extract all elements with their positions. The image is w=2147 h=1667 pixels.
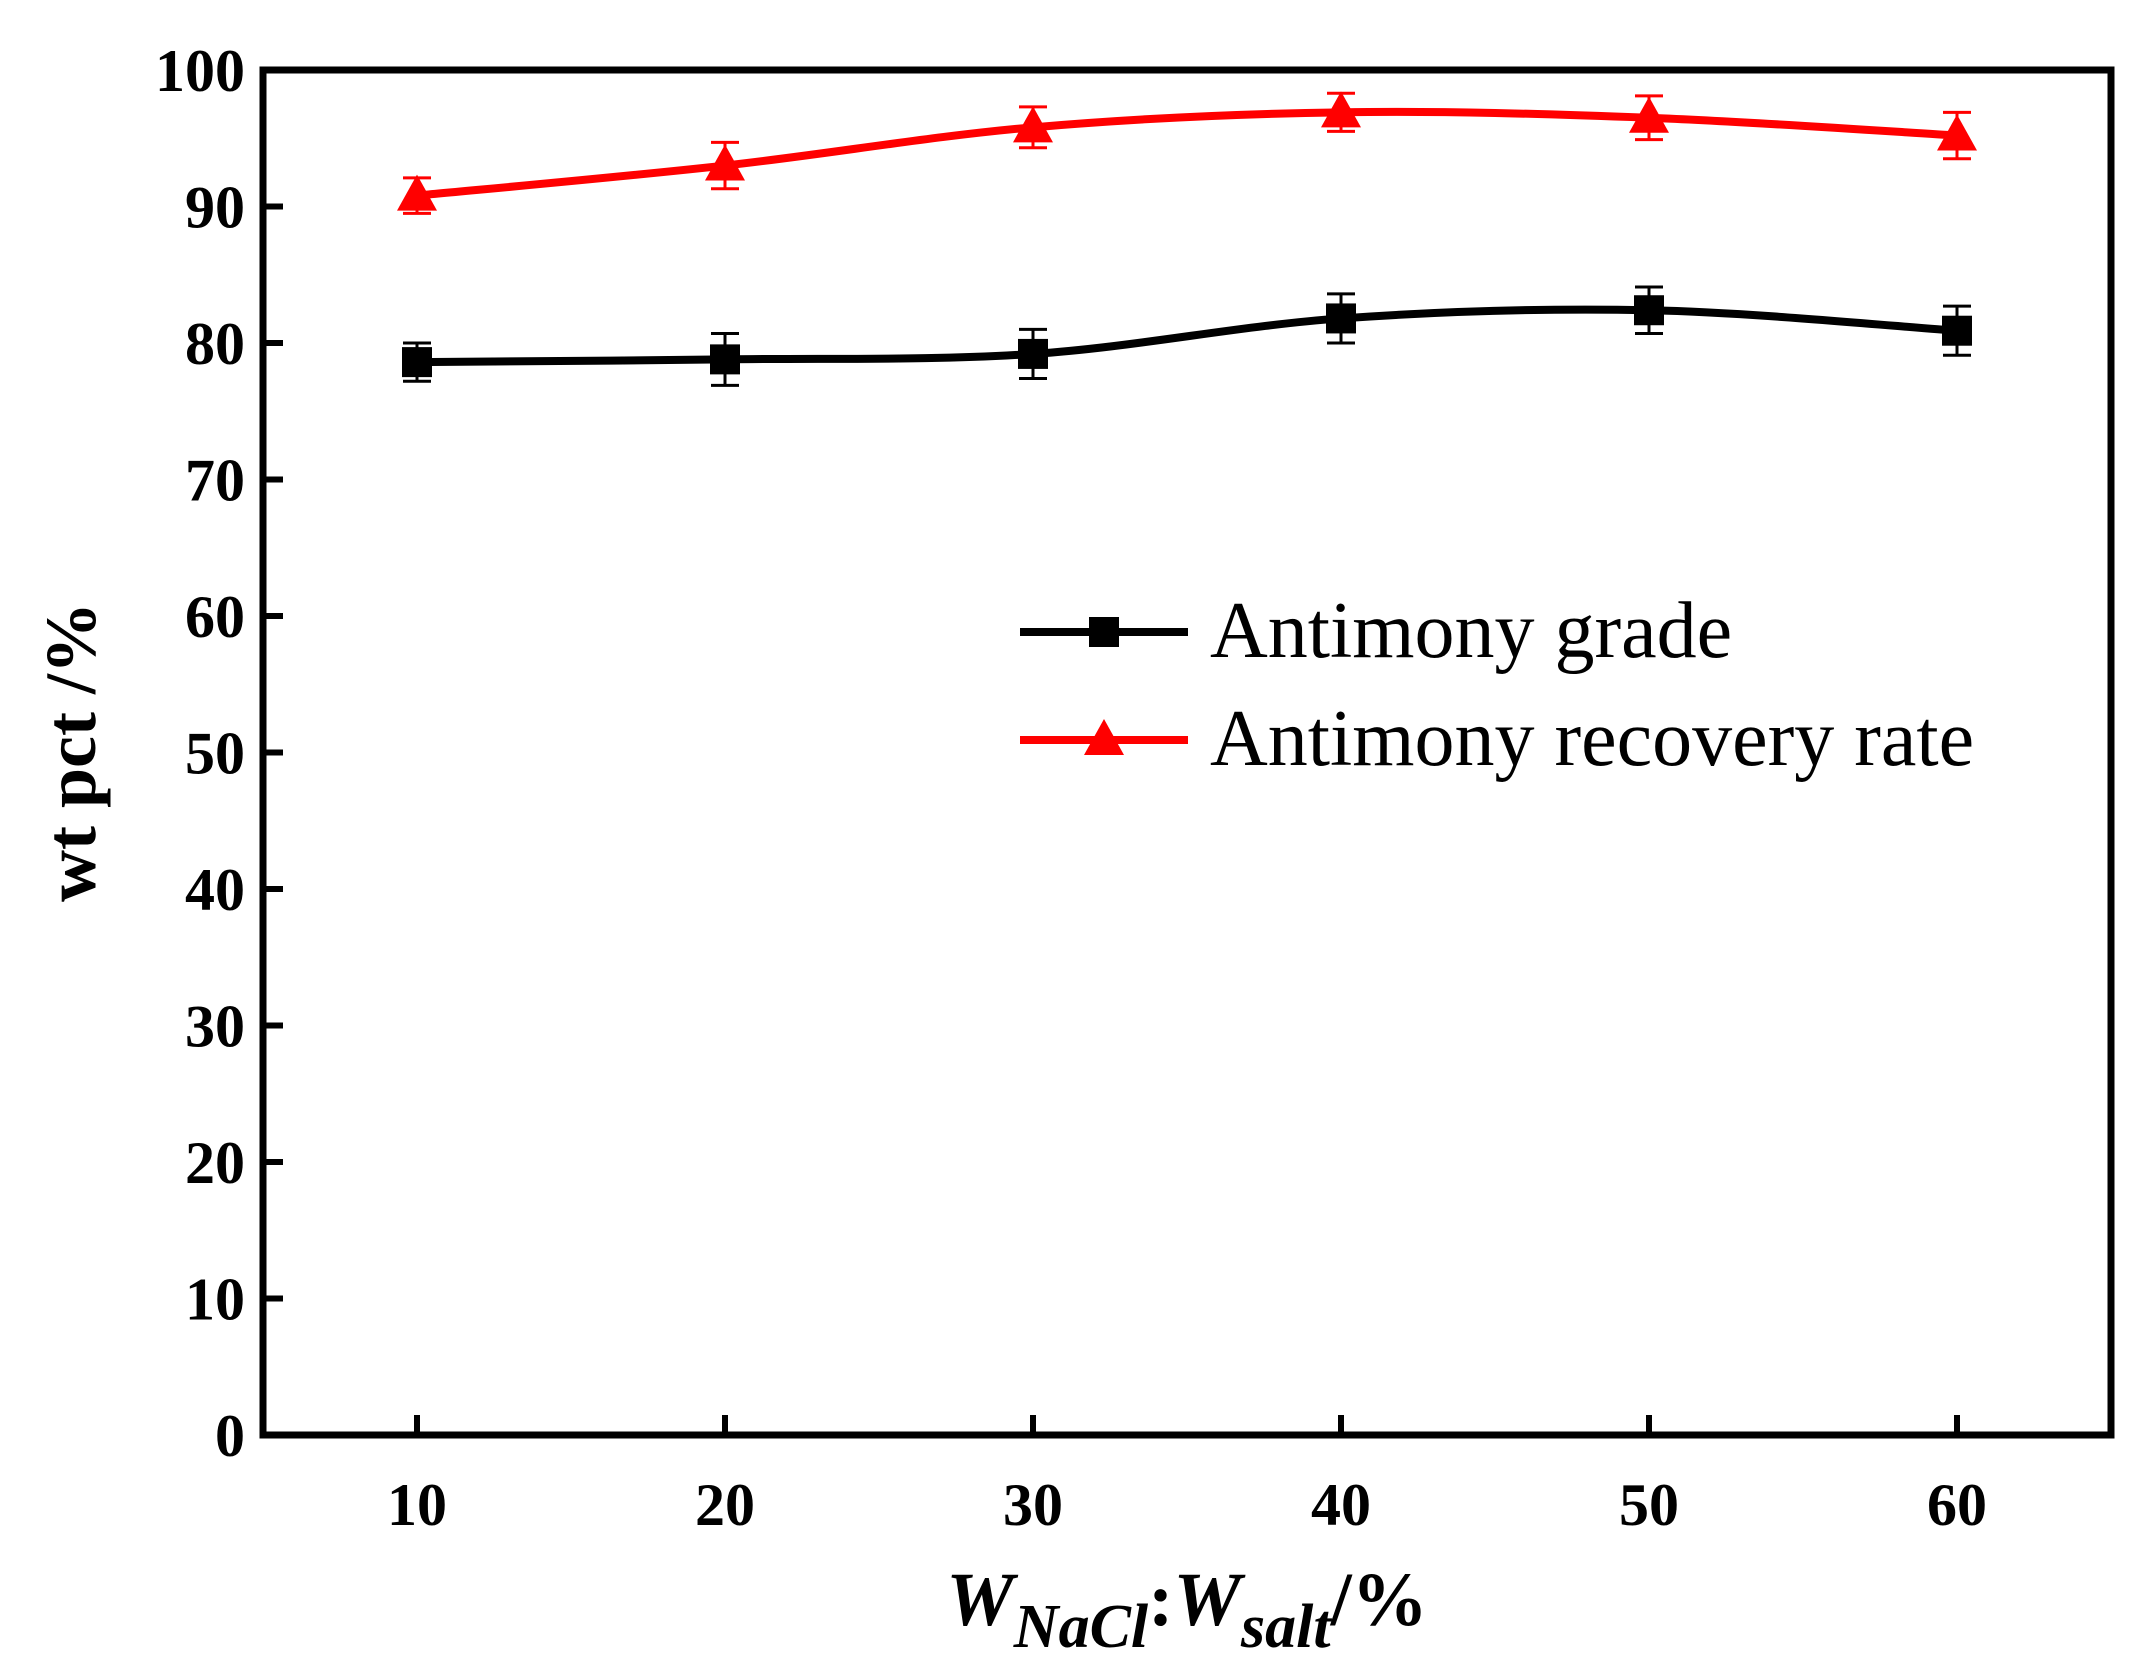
legend-item-recovery: Antimony recovery rate <box>1020 695 1974 783</box>
x-axis-title-sub2: salt <box>1240 1593 1332 1661</box>
series-1-point-0 <box>397 174 437 211</box>
x-axis-ticks: 10 20 30 40 50 60 <box>387 1415 1987 1538</box>
y-axis-title: wt pct /% <box>31 602 111 902</box>
series-1-point-5 <box>1937 114 1977 151</box>
legend-grade-label: Antimony grade <box>1210 587 1732 675</box>
series-0 <box>402 285 1972 387</box>
series-1-point-1 <box>705 144 745 181</box>
y-tick-label-100: 100 <box>155 38 245 104</box>
legend-grade-marker <box>1089 617 1119 647</box>
y-tick-label-20: 20 <box>185 1130 245 1196</box>
series-0-line <box>416 305 1958 367</box>
x-tick-label-60: 60 <box>1927 1472 1987 1538</box>
series-1-point-4 <box>1629 96 1669 133</box>
series-0-point-0 <box>402 347 432 378</box>
y-tick-label-50: 50 <box>185 721 245 787</box>
x-tick-label-40: 40 <box>1311 1472 1371 1538</box>
x-tick-label-30: 30 <box>1003 1472 1063 1538</box>
series-0-point-2 <box>1018 338 1048 369</box>
x-tick-label-10: 10 <box>387 1472 447 1538</box>
y-axis-ticks: 0 10 20 30 40 50 60 70 80 90 100 <box>155 38 283 1469</box>
x-axis-title-sub1: NaCl <box>1013 1593 1149 1661</box>
series-1-point-3 <box>1321 91 1361 128</box>
series-1-line <box>416 107 1958 200</box>
x-axis-title-w1: W <box>946 1558 1019 1642</box>
y-tick-label-90: 90 <box>185 175 245 241</box>
legend-recovery-marker <box>1084 719 1124 755</box>
x-axis-title: WNaCl:Wsalt/% <box>946 1558 1428 1661</box>
y-tick-label-30: 30 <box>185 994 245 1060</box>
series-0-point-4 <box>1634 295 1664 326</box>
y-tick-label-40: 40 <box>185 857 245 923</box>
legend: Antimony grade Antimony recovery rate <box>1020 587 1974 783</box>
legend-recovery-label: Antimony recovery rate <box>1210 695 1974 783</box>
x-axis-title-w2: W <box>1173 1558 1246 1642</box>
y-tick-label-70: 70 <box>185 448 245 514</box>
series-0-point-1 <box>710 344 740 375</box>
x-axis-title-sep: : <box>1148 1558 1173 1642</box>
series-0-point-5 <box>1942 315 1972 346</box>
series-1-point-2 <box>1013 106 1053 143</box>
y-tick-label-10: 10 <box>185 1267 245 1333</box>
y-tick-label-0: 0 <box>215 1403 245 1469</box>
x-tick-label-50: 50 <box>1619 1472 1679 1538</box>
y-tick-label-80: 80 <box>185 311 245 377</box>
x-axis-title-unit: /% <box>1330 1558 1428 1642</box>
y-tick-label-60: 60 <box>185 584 245 650</box>
series-0-point-3 <box>1326 303 1356 334</box>
legend-item-grade: Antimony grade <box>1020 587 1732 675</box>
plot-layer <box>397 91 1977 387</box>
x-tick-label-20: 20 <box>695 1472 755 1538</box>
series-1 <box>397 91 1977 215</box>
